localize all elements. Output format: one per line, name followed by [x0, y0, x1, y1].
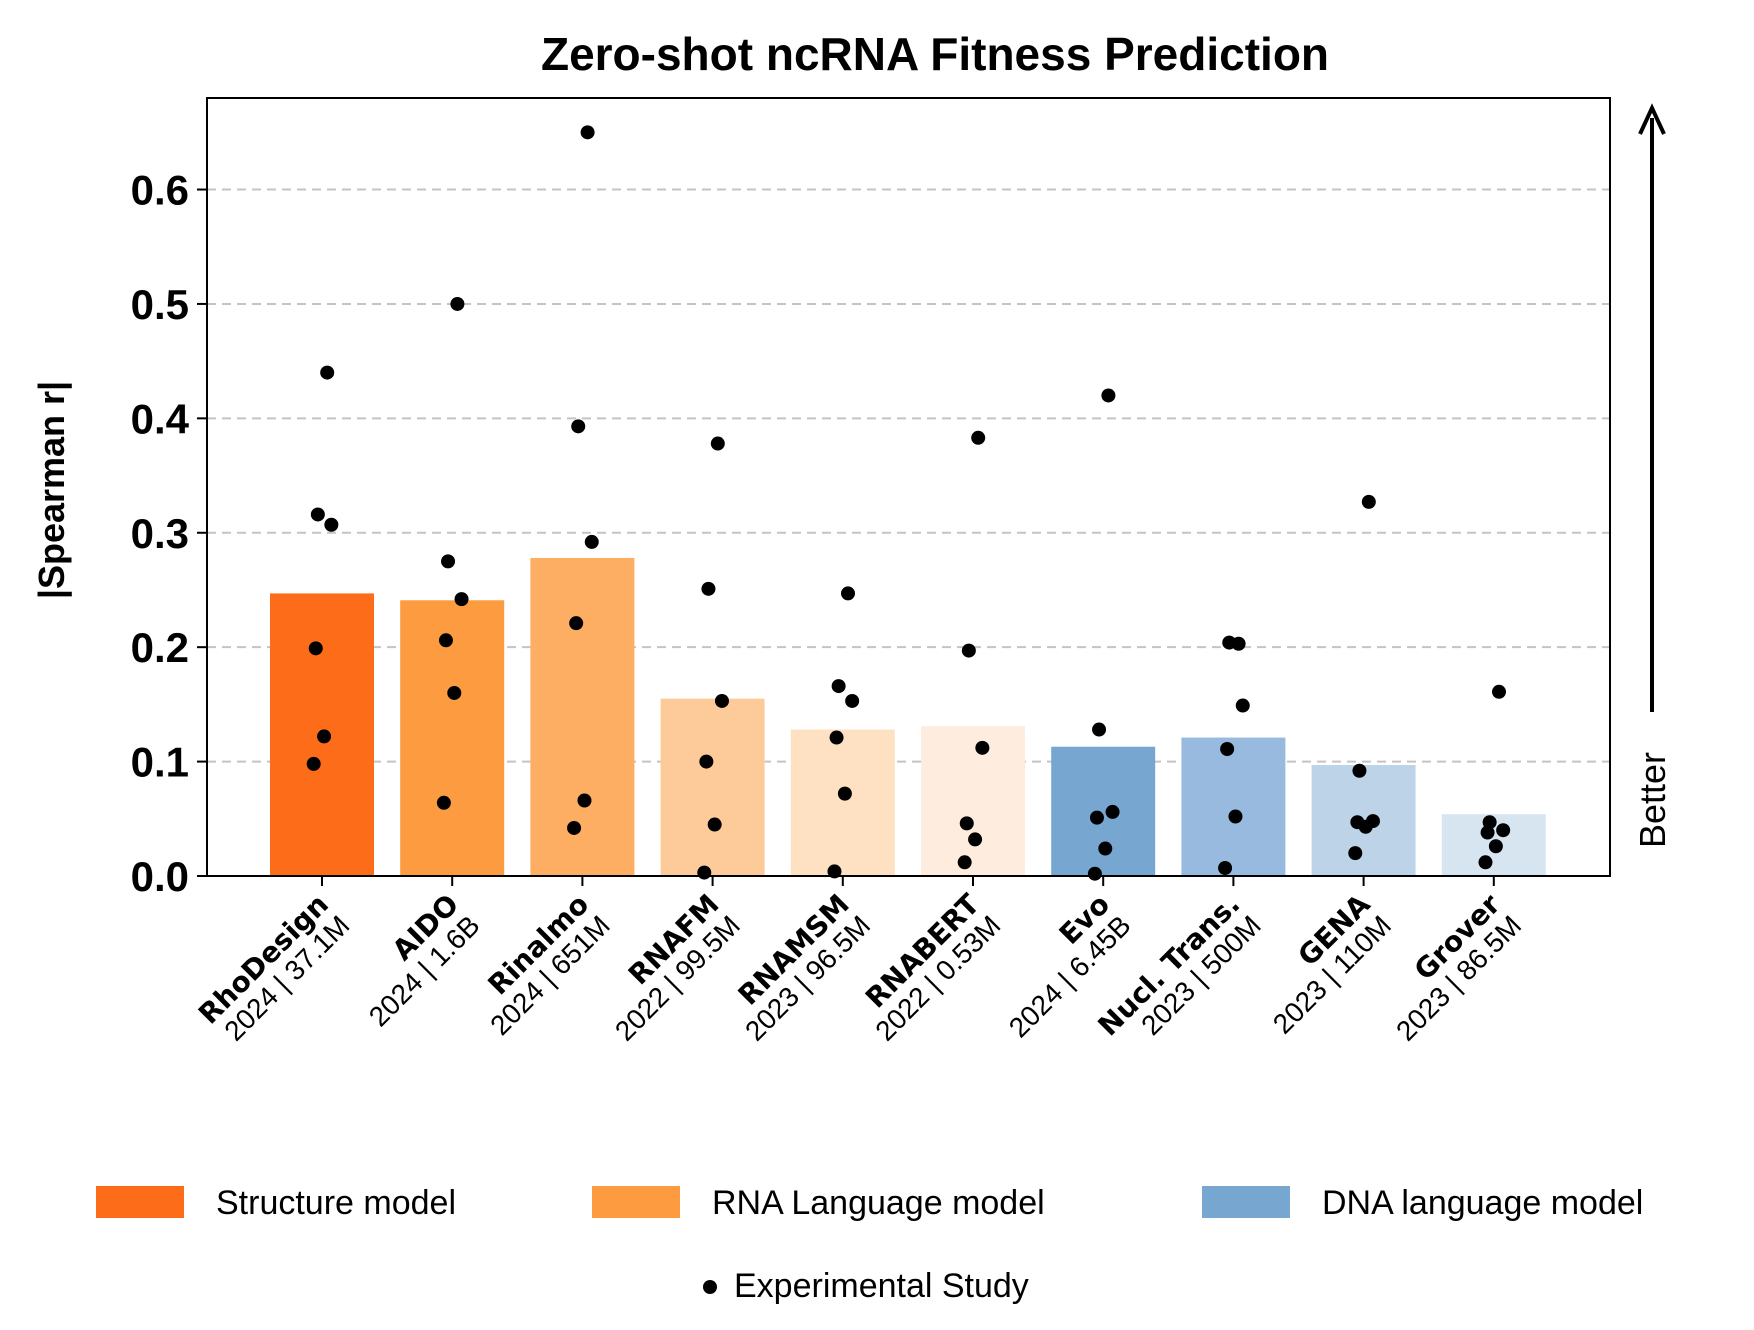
experimental-study-point: [1488, 839, 1503, 854]
experimental-study-point: [841, 586, 855, 601]
experimental-study-point: [971, 430, 986, 445]
experimental-study-point: [845, 693, 860, 708]
experimental-study-point: [961, 643, 976, 658]
y-tick-label: 0.1: [131, 739, 189, 786]
bar-rnafm: [660, 698, 765, 876]
experimental-study-point: [968, 832, 983, 847]
y-tick-label: 0.6: [131, 167, 189, 214]
experimental-study-point: [1361, 494, 1376, 509]
experimental-study-point: [1478, 855, 1493, 870]
experimental-study-point: [320, 365, 335, 380]
legend-swatch: [96, 1186, 184, 1218]
experimental-study-point: [577, 793, 592, 808]
experimental-study-point: [438, 633, 453, 648]
experimental-study-point: [827, 864, 842, 879]
experimental-study-point: [1492, 684, 1506, 699]
plot-frame: [206, 97, 1611, 877]
experimental-study-point: [957, 855, 972, 870]
experimental-study-point: [308, 641, 323, 656]
experimental-study-point: [450, 296, 465, 311]
experimental-study-point: [324, 517, 339, 532]
legend-label: RNA Language model: [712, 1184, 1045, 1222]
y-axis-label: |Spearman r|: [31, 381, 73, 599]
bar-aido: [400, 600, 505, 876]
y-tick-label: 0.5: [131, 281, 189, 328]
y-axis-ticks: 0.0 0.1 0.2 0.3 0.4 0.5 0.6: [131, 167, 207, 900]
experimental-study-point: [569, 616, 584, 631]
experimental-study-point: [697, 865, 712, 880]
experimental-study-point: [454, 592, 469, 607]
bar-rnabert: [921, 726, 1025, 876]
experimental-study-point: [1358, 819, 1373, 834]
experimental-study-point: [436, 795, 451, 810]
chart-title: Zero-shot ncRNA Fitness Prediction: [541, 28, 1329, 80]
experimental-study-point: [1348, 846, 1363, 861]
legend-label: DNA language model: [1322, 1184, 1643, 1222]
experimental-study-point: [1089, 810, 1104, 825]
experimental-study-point: [710, 436, 725, 451]
better-arrowhead-icon: [1638, 103, 1666, 135]
experimental-study-point: [567, 820, 582, 835]
experimental-study-point: [701, 581, 716, 596]
legend-label: Experimental Study: [734, 1267, 1029, 1305]
experimental-study-points: [306, 125, 1511, 881]
y-tick-label: 0.3: [131, 510, 189, 557]
bar-rinalmo: [530, 557, 635, 876]
experimental-study-point: [580, 125, 595, 140]
experimental-study-point: [699, 754, 714, 769]
experimental-study-point: [571, 419, 586, 434]
experimental-study-point: [714, 693, 729, 708]
experimental-study-point: [1228, 809, 1243, 824]
experimental-study-point: [1496, 823, 1511, 838]
better-label: Better: [1632, 752, 1673, 848]
experimental-study-point: [975, 740, 990, 755]
experimental-study-point: [441, 554, 456, 569]
y-tick-label: 0.2: [131, 624, 189, 671]
experimental-study-point: [959, 816, 974, 831]
experimental-study-point: [1480, 825, 1495, 840]
experimental-study-point: [1218, 860, 1233, 875]
experimental-study-point: [584, 534, 599, 549]
legend-swatch: [592, 1186, 680, 1218]
experimental-study-point: [306, 756, 321, 771]
experimental-study-point: [707, 817, 722, 832]
experimental-study-point: [317, 729, 332, 744]
bar-nucl-trans-: [1181, 737, 1286, 876]
bars: [270, 557, 1546, 876]
experimental-study-point: [1105, 804, 1120, 819]
experimental-study-point: [829, 730, 844, 745]
experimental-study-point: [837, 786, 852, 801]
experimental-study-point: [310, 507, 325, 522]
bar-evo: [1051, 746, 1156, 876]
experimental-study-point: [1098, 841, 1113, 856]
experimental-study-point: [447, 685, 462, 700]
experimental-study-point: [1087, 866, 1102, 881]
experimental-study-point: [1092, 722, 1107, 737]
y-tick-label: 0.4: [131, 395, 190, 442]
y-tick-label: 0.0: [131, 853, 189, 900]
better-annotation: Better: [1632, 103, 1673, 848]
bar-rnamsm: [790, 729, 895, 876]
experimental-study-point: [1235, 698, 1250, 713]
experimental-study-point: [1222, 635, 1237, 650]
experimental-study-point: [1352, 763, 1367, 778]
legend: Structure model RNA Language model DNA lan…: [96, 1184, 1643, 1305]
experimental-study-point: [1101, 388, 1116, 403]
legend-dot-icon: [703, 1280, 717, 1294]
experimental-study-point: [831, 679, 846, 694]
experimental-study-point: [1220, 742, 1235, 757]
legend-label: Structure model: [216, 1184, 456, 1222]
legend-swatch: [1202, 1186, 1290, 1218]
